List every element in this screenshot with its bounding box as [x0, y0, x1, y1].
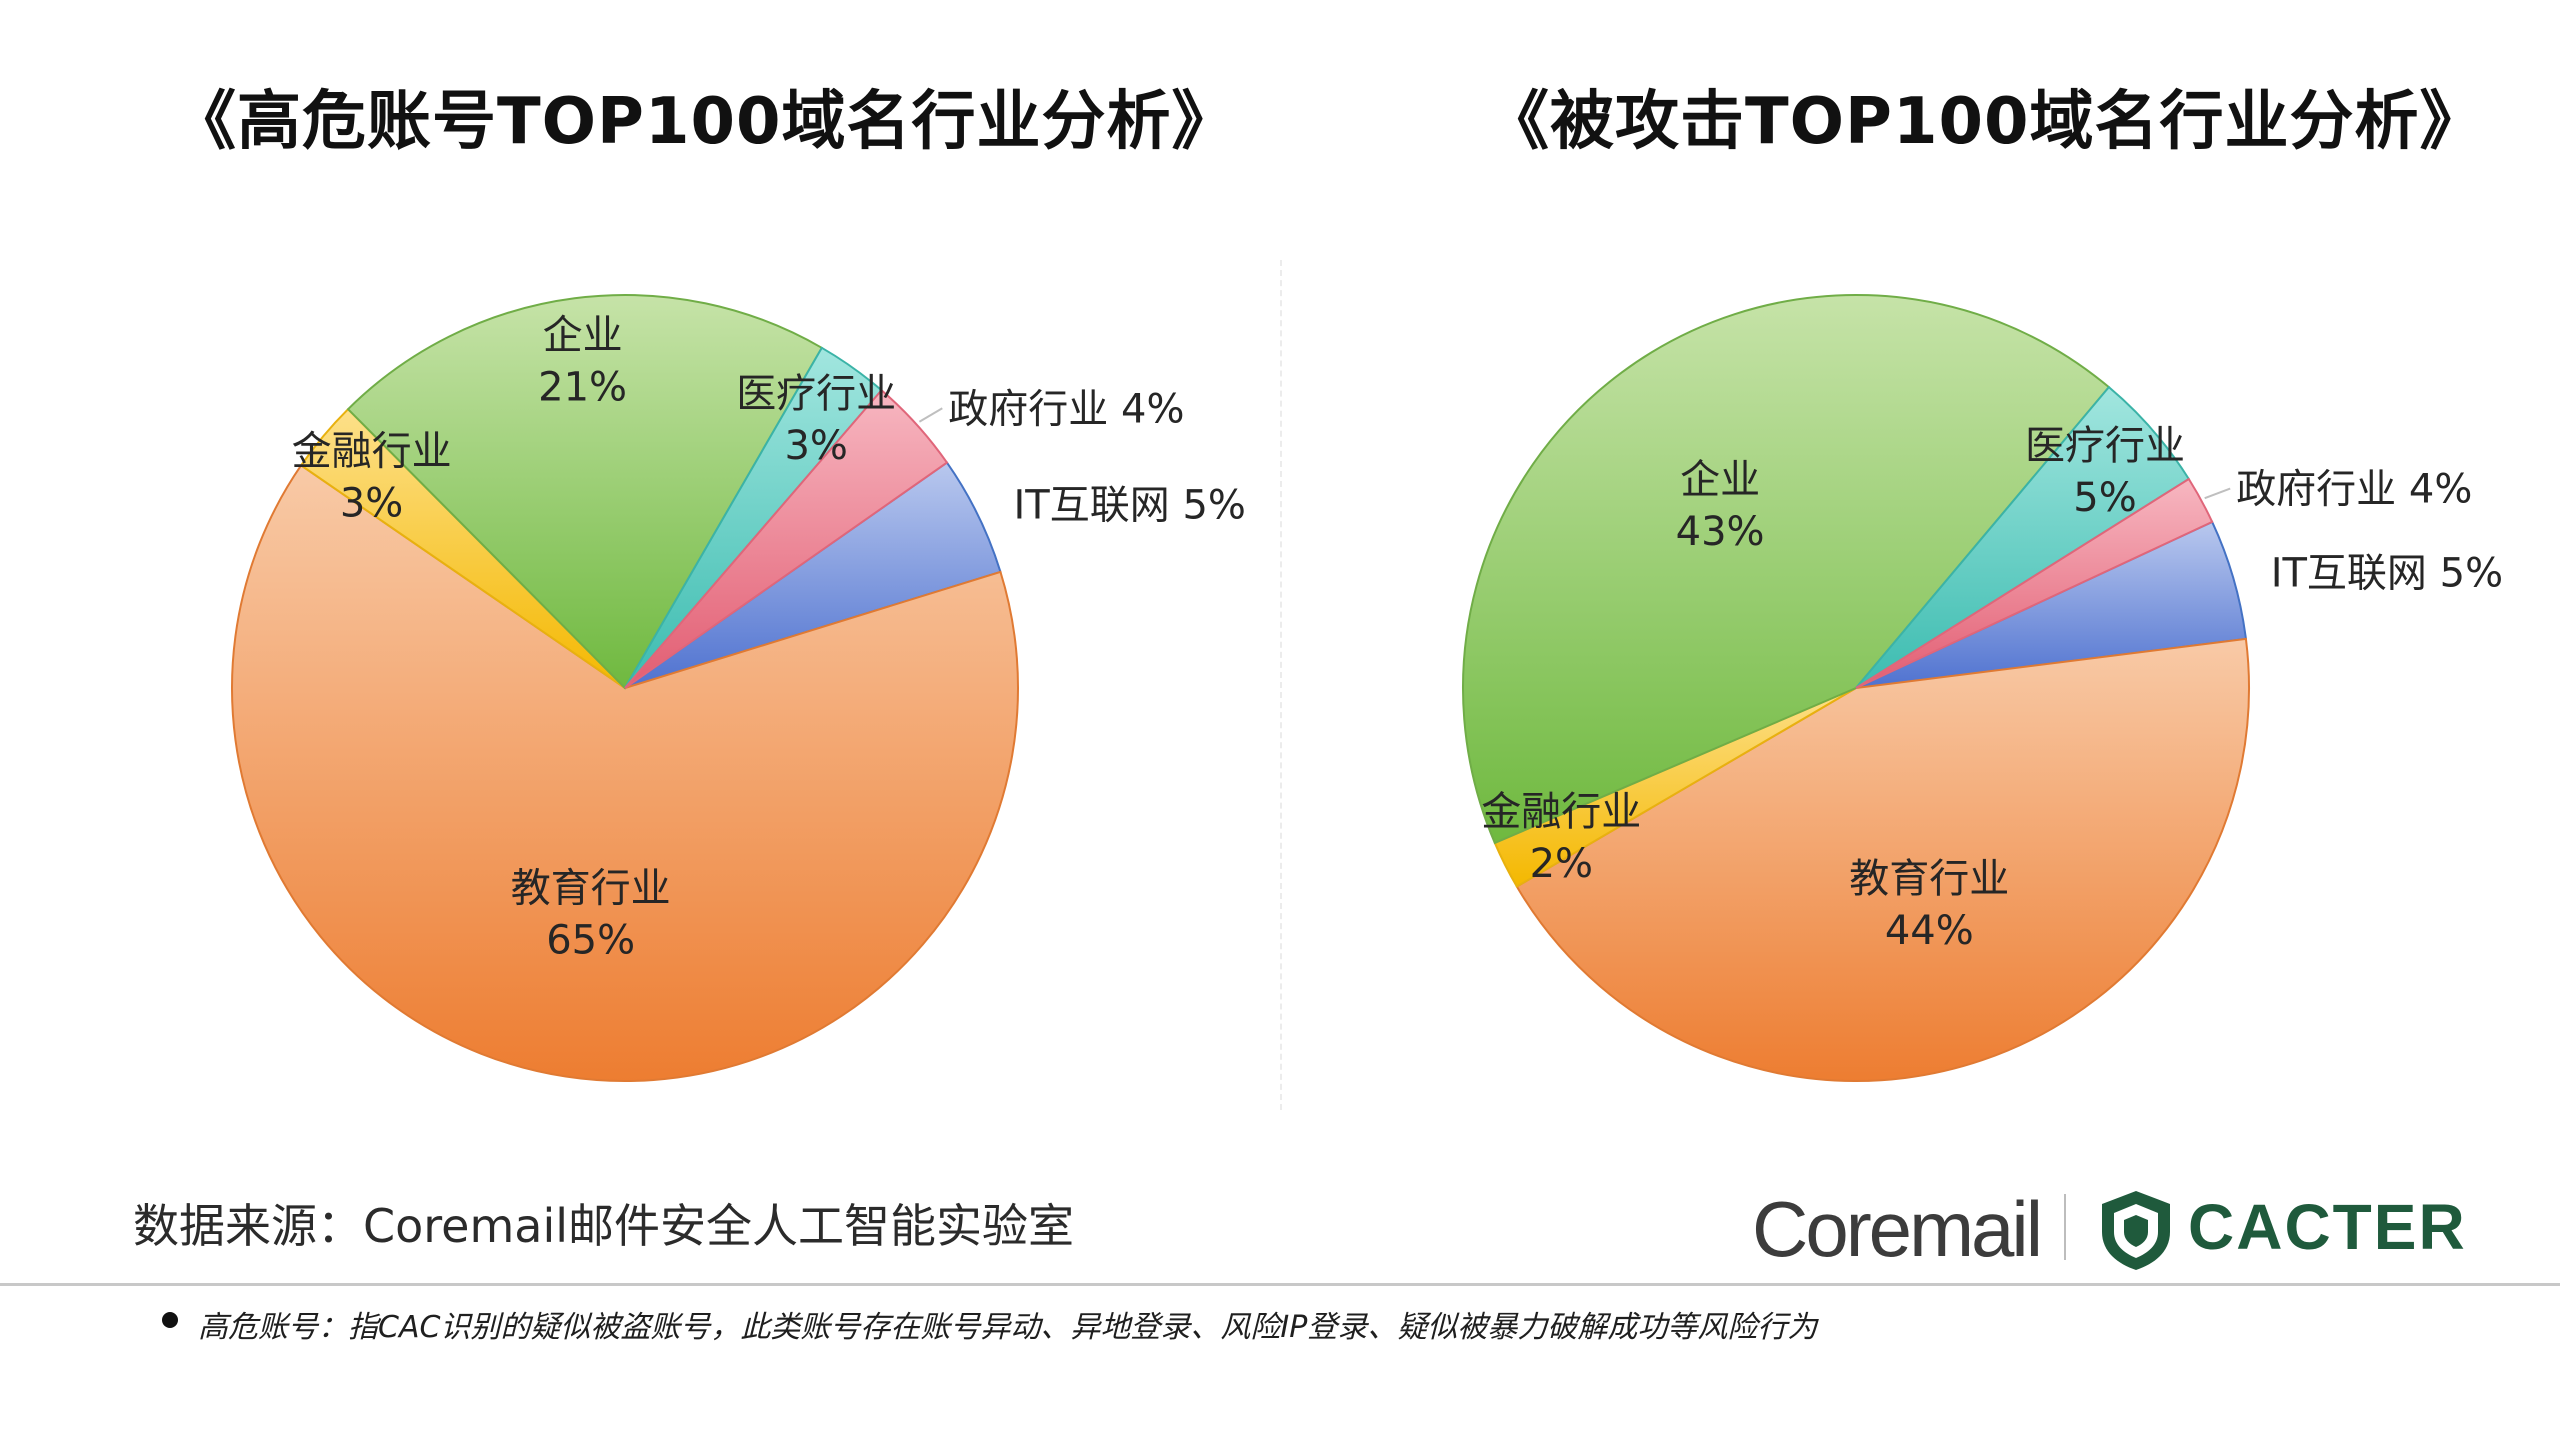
brand-logos: Coremail CACTER: [1752, 1180, 2465, 1280]
pie2-label-education: 教育行业 44%: [1849, 856, 2009, 954]
pie1-label-education: 教育行业 65%: [511, 865, 671, 963]
pie2-label-enterprise: 企业 43%: [1676, 457, 1765, 555]
pie1-slice-government: [624, 388, 949, 689]
footer-divider: [0, 1283, 2560, 1286]
pie-charts: IT互联网 5% 教育行业 65% 金融行业 3% 企业 21% 医疗行业 3% 政府行业 4% I…: [231, 294, 2503, 1082]
cacter-shield-icon: [2102, 1191, 2170, 1270]
pie2-label-government: 政府行业 4%: [2236, 467, 2472, 513]
logo-separator: [2064, 1194, 2066, 1260]
cacter-logo: CACTER: [2188, 1191, 2467, 1263]
pie2-label-medical: 医疗行业 5%: [2025, 423, 2185, 521]
bullet-icon: [162, 1312, 178, 1328]
pie2-slice-education: [1515, 637, 2250, 1082]
pie1-label-enterprise: 企业 21%: [538, 313, 627, 411]
footnote-text: 高危账号：指CAC识别的疑似被盗账号，此类账号存在账号异动、异地登录、风险IP登…: [198, 1310, 1818, 1345]
pie1-leader-government: [918, 407, 943, 423]
pie1-slice-education: [231, 463, 1019, 1082]
pie2-label-it: IT互联网 5%: [2271, 550, 2503, 596]
data-source: 数据来源：Coremail邮件安全人工智能实验室: [133, 1199, 1075, 1253]
chart-title-right: 《被攻击TOP100域名行业分析》: [1485, 85, 2485, 159]
pie2-label-finance: 金融行业 2%: [1481, 789, 1641, 887]
chart-title-left: 《高危账号TOP100域名行业分析》: [172, 85, 1237, 159]
pie2-leader-government: [2204, 487, 2231, 500]
pie1-slice-enterprise: [346, 294, 824, 690]
pie2-slice-government: [1855, 477, 2214, 689]
pie1-label-it: IT互联网 5%: [1014, 483, 1246, 529]
coremail-logo: Coremail: [1752, 1185, 2043, 1273]
pie1-label-finance: 金融行业 3%: [292, 429, 452, 527]
pie1-label-medical: 医疗行业 3%: [736, 371, 896, 469]
chart-divider: [1280, 260, 1282, 1110]
pie2-slice-enterprise: [1462, 294, 2111, 845]
pie1-label-government: 政府行业 4%: [948, 386, 1184, 432]
